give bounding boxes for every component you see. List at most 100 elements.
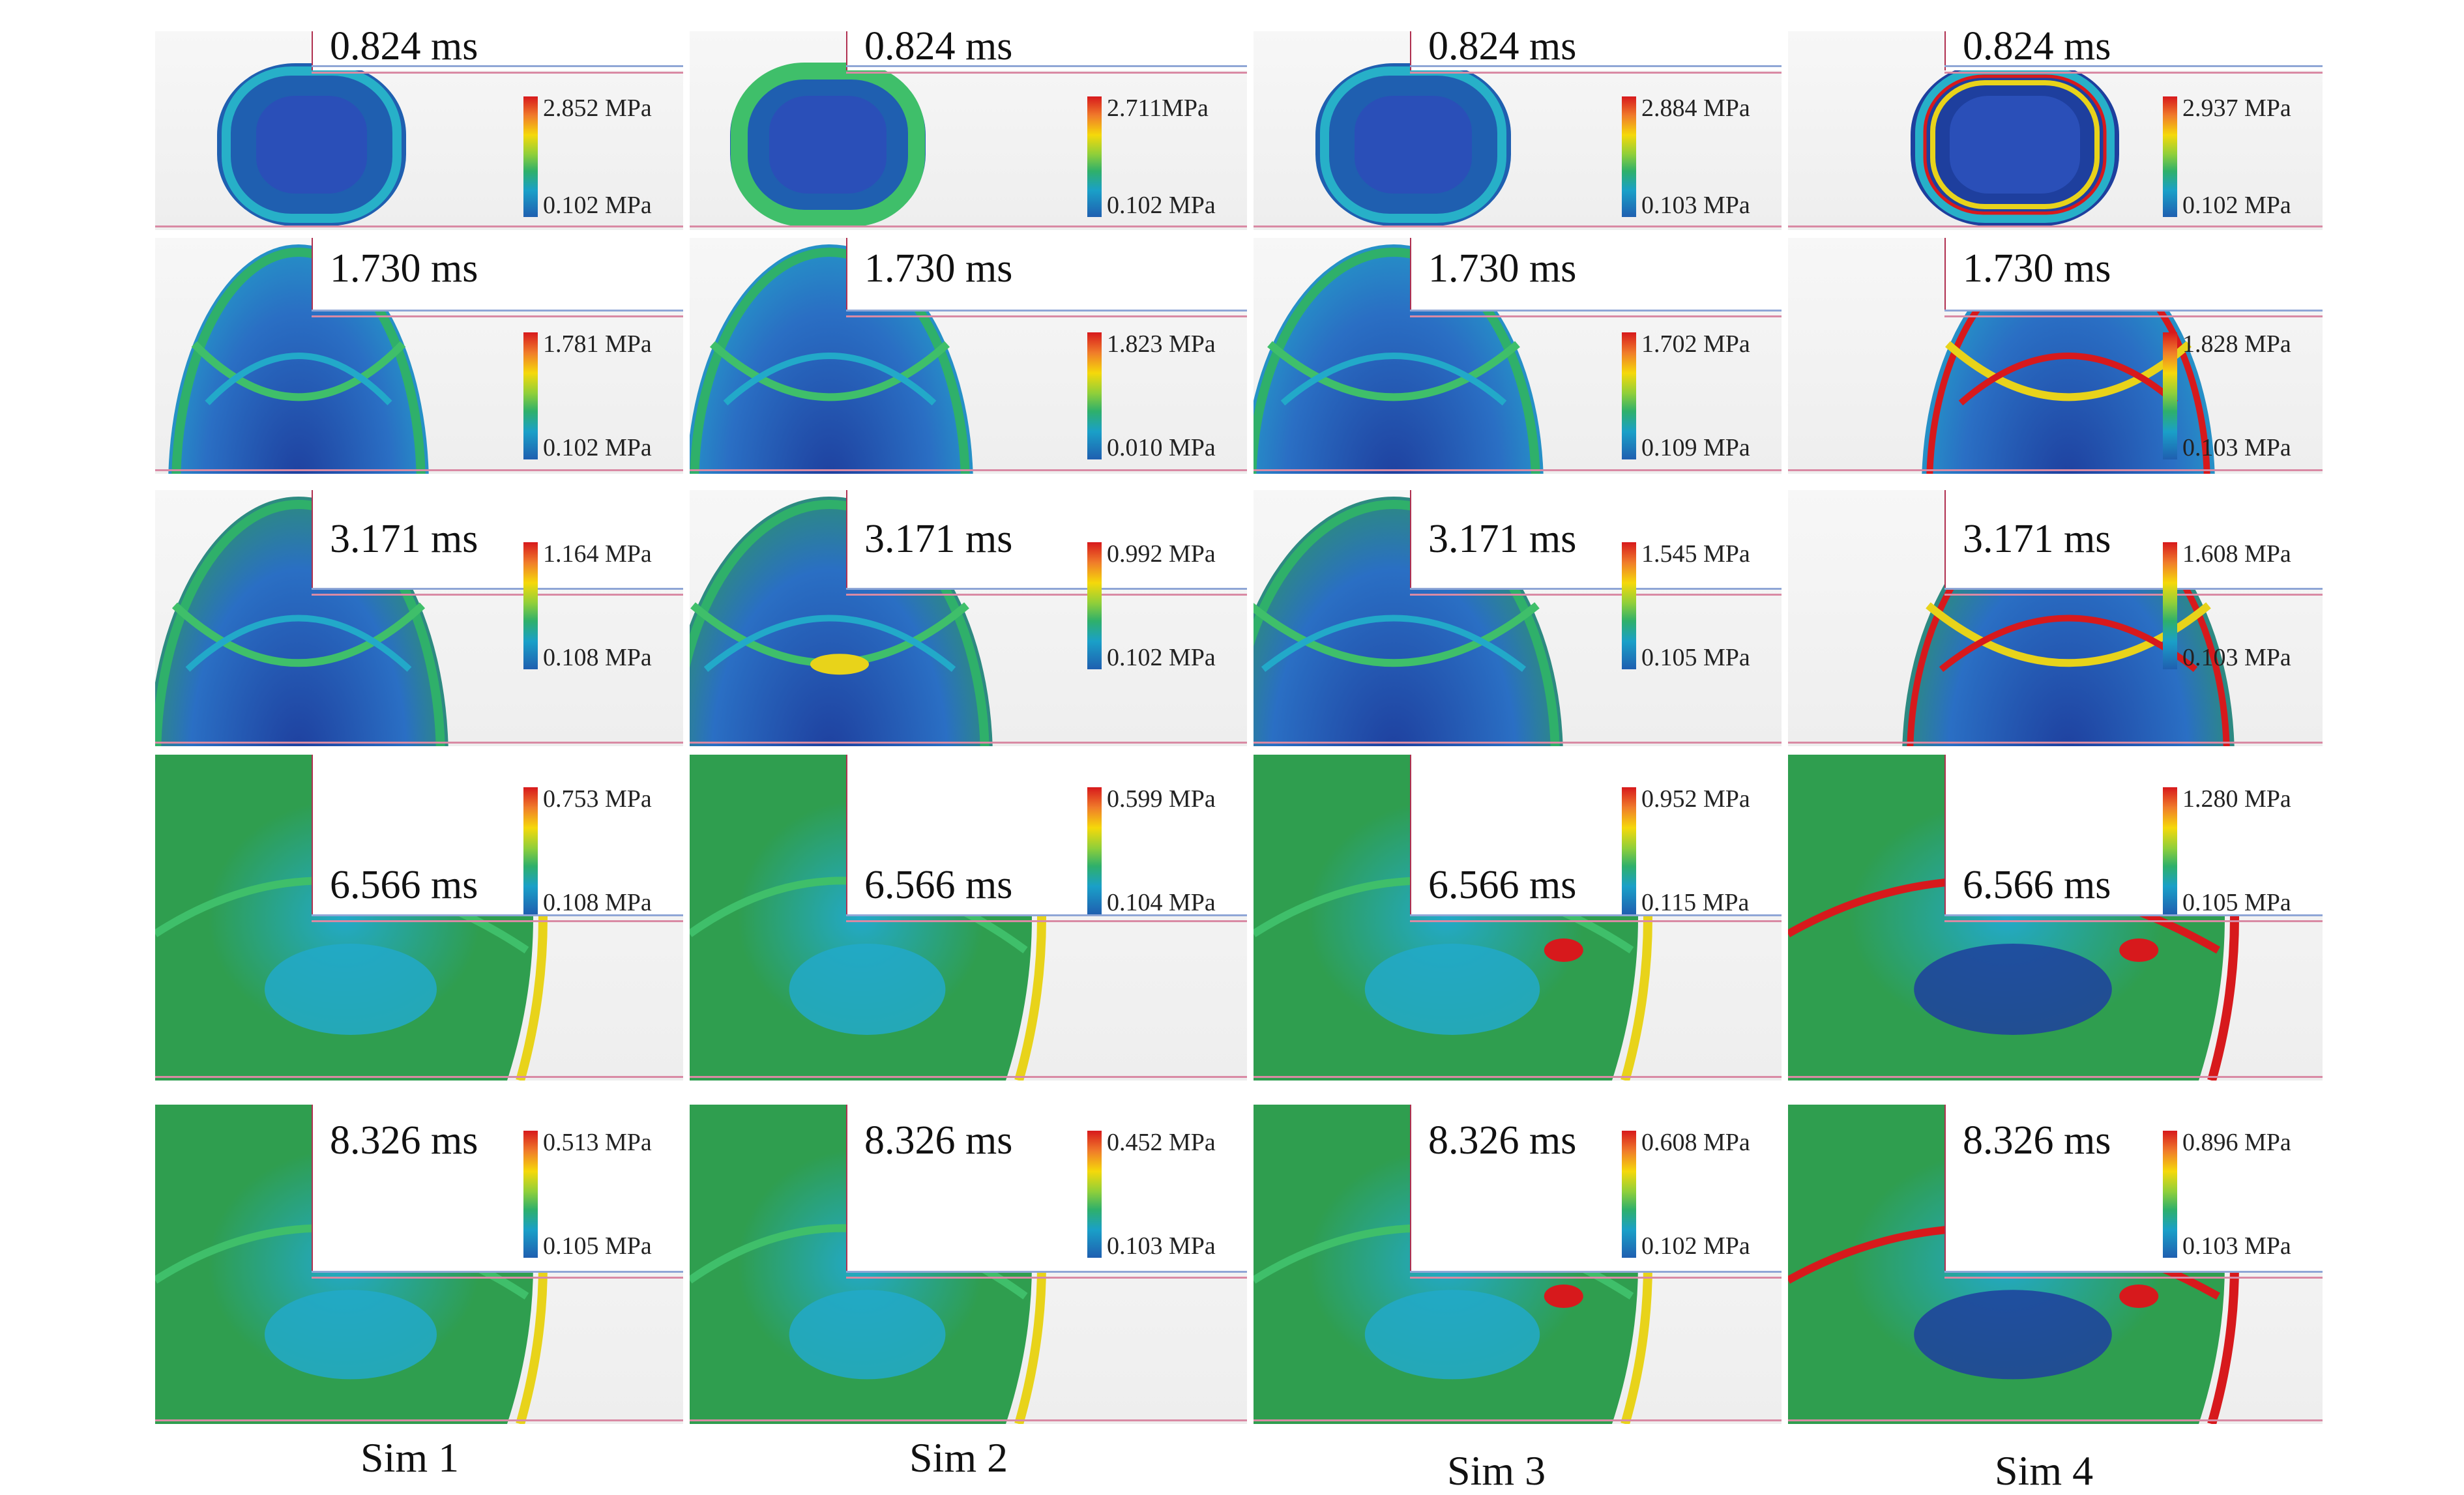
time-label: 0.824 ms: [1428, 31, 1577, 68]
colorbar: [1622, 542, 1636, 669]
guide-line: [846, 315, 1247, 317]
label-box: [846, 1105, 1247, 1271]
bubble-core: [1914, 944, 2112, 1035]
colorbar-min-label: 0.010 MPa: [1107, 434, 1216, 461]
colorbar: [1087, 787, 1102, 914]
base-line: [1254, 469, 1782, 471]
colorbar-max-label: 2.937 MPa: [2182, 94, 2291, 122]
bubble-core: [789, 944, 946, 1035]
colorbar-max-label: 2.711MPa: [1107, 94, 1209, 122]
colorbar: [1087, 542, 1102, 669]
sim-panel: 6.566 ms 1.280 MPa 0.105 MPa: [1788, 755, 2323, 1081]
colorbar-min-label: 0.102 MPa: [543, 192, 652, 219]
stress-ring: [1320, 66, 1506, 223]
bubble-core: [1950, 96, 2080, 194]
time-label: 8.326 ms: [1963, 1118, 2111, 1163]
colorbar-min-label: 0.108 MPa: [543, 644, 652, 671]
bubble-core: [1364, 944, 1540, 1035]
stress-ring: [690, 500, 990, 746]
colorbar-min-label: 0.103 MPa: [2182, 644, 2291, 671]
label-box: [1410, 238, 1782, 310]
colorbar: [1087, 332, 1102, 459]
colorbar: [523, 542, 538, 669]
colorbar-min-label: 0.103 MPa: [2182, 434, 2291, 461]
guide-line: [312, 72, 683, 74]
sim-panel: 6.566 ms 0.952 MPa 0.115 MPa: [1254, 755, 1782, 1081]
colorbar-max-label: 0.608 MPa: [1641, 1129, 1750, 1156]
base-line: [690, 742, 1247, 744]
colorbar: [2163, 787, 2177, 914]
guide-line: [1410, 1277, 1782, 1279]
label-box: [312, 238, 683, 310]
stress-ring: [222, 66, 402, 223]
base-line: [690, 1076, 1247, 1078]
guide-line: [312, 310, 683, 312]
colorbar: [1087, 1131, 1102, 1258]
time-label: 1.730 ms: [1428, 246, 1577, 291]
colorbar: [523, 96, 538, 217]
guide-line: [312, 594, 683, 596]
stress-hotspot: [2119, 938, 2159, 962]
guide-line: [1410, 315, 1782, 317]
time-label: 0.824 ms: [864, 31, 1013, 68]
guide-line: [846, 914, 1247, 916]
colorbar: [2163, 332, 2177, 459]
guide-line: [1410, 310, 1782, 312]
colorbar: [1087, 96, 1102, 217]
bubble-core: [769, 96, 887, 194]
stress-band: [1261, 615, 1527, 673]
sim-panel: 3.171 ms 0.992 MPa 0.102 MPa: [690, 490, 1247, 746]
guide-line: [312, 65, 683, 67]
colorbar-max-label: 0.952 MPa: [1641, 785, 1750, 813]
guide-line: [1410, 588, 1782, 590]
stress-band: [191, 341, 406, 401]
sim-panel: 3.171 ms 1.608 MPa 0.103 MPa: [1788, 490, 2323, 746]
stress-band: [1254, 602, 1540, 667]
label-box: [1410, 1105, 1782, 1271]
colorbar-max-label: 0.513 MPa: [543, 1129, 652, 1156]
stress-band: [709, 341, 950, 401]
time-label: 0.824 ms: [330, 31, 478, 68]
guide-line: [1410, 1271, 1782, 1273]
sim-panel: 0.824 ms 2.937 MPa 0.102 MPa: [1788, 31, 2323, 230]
label-box: [846, 31, 1247, 70]
column-label: Sim 2: [909, 1434, 1008, 1481]
guide-line: [1410, 914, 1782, 916]
colorbar: [1622, 1131, 1636, 1258]
bubble-core: [1364, 1290, 1540, 1380]
colorbar-min-label: 0.102 MPa: [1107, 192, 1216, 219]
colorbar-min-label: 0.102 MPa: [1107, 644, 1216, 671]
stress-band: [1939, 615, 2198, 672]
colorbar: [2163, 1131, 2177, 1258]
bubble-core: [256, 96, 367, 194]
time-label: 6.566 ms: [1428, 863, 1577, 907]
label-box: [1410, 490, 1782, 588]
guide-line: [312, 588, 683, 590]
guide-line: [312, 1271, 683, 1273]
stress-band: [205, 353, 392, 405]
sim-panel: 3.171 ms 1.545 MPa 0.105 MPa: [1254, 490, 1782, 746]
colorbar: [523, 332, 538, 459]
base-line: [690, 469, 1247, 471]
guide-line: [1944, 65, 2323, 67]
guide-line: [846, 594, 1247, 596]
base-line: [155, 1419, 683, 1421]
stress-field: [217, 63, 406, 226]
guide-line: [1410, 65, 1782, 67]
label-box: [312, 1105, 683, 1271]
time-label: 3.171 ms: [864, 517, 1013, 561]
colorbar-max-label: 1.781 MPa: [543, 330, 652, 358]
sim-panel: 8.326 ms 0.608 MPa 0.102 MPa: [1254, 1105, 1782, 1424]
guide-line: [846, 1271, 1247, 1273]
sim-panel: 1.730 ms 1.828 MPa 0.103 MPa: [1788, 238, 2323, 474]
base-line: [155, 225, 683, 227]
time-label: 3.171 ms: [1963, 517, 2111, 561]
guide-line: [846, 588, 1247, 590]
sim-panel: 0.824 ms 2.711MPa 0.102 MPa: [690, 31, 1247, 230]
base-line: [690, 225, 1247, 227]
colorbar-max-label: 1.545 MPa: [1641, 540, 1750, 568]
base-line: [690, 1419, 1247, 1421]
stress-band: [1958, 353, 2178, 406]
label-box: [846, 490, 1247, 588]
label-box: [1944, 238, 2323, 310]
